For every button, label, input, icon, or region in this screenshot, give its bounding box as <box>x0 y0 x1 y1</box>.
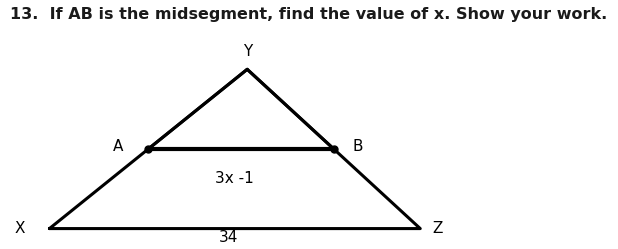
Text: X: X <box>14 221 25 236</box>
Text: Y: Y <box>243 44 252 59</box>
Text: A: A <box>113 139 124 154</box>
Text: B: B <box>352 139 363 154</box>
Text: 13.  If AB is the midsegment, find the value of x. Show your work.: 13. If AB is the midsegment, find the va… <box>11 7 607 22</box>
Text: 34: 34 <box>219 230 239 245</box>
Text: 3x -1: 3x -1 <box>216 171 254 187</box>
Text: Z: Z <box>433 221 443 236</box>
